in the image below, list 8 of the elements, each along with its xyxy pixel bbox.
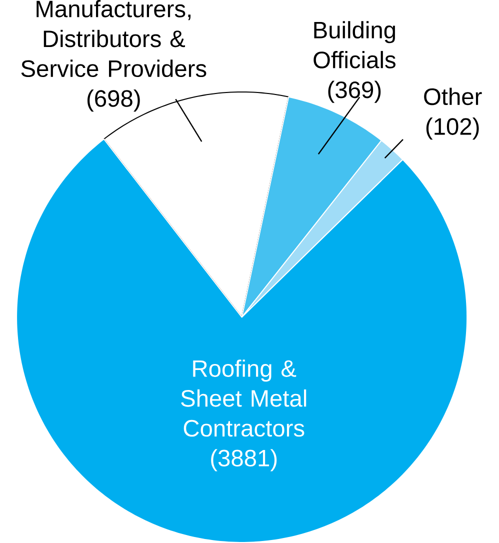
slice-label: Building Officials bbox=[314, 21, 396, 68]
data-label: (698) bbox=[87, 90, 140, 112]
slice-label: Roofing & Sheet Metal Contractors bbox=[181, 360, 306, 437]
data-label: (102) bbox=[426, 118, 479, 140]
data-label: (369) bbox=[328, 80, 381, 103]
slice-label: Manufacturers, Distributors & Service Providers bbox=[21, 0, 206, 78]
slice-label: Other bbox=[424, 88, 482, 106]
data-label: (3881) bbox=[211, 449, 277, 472]
